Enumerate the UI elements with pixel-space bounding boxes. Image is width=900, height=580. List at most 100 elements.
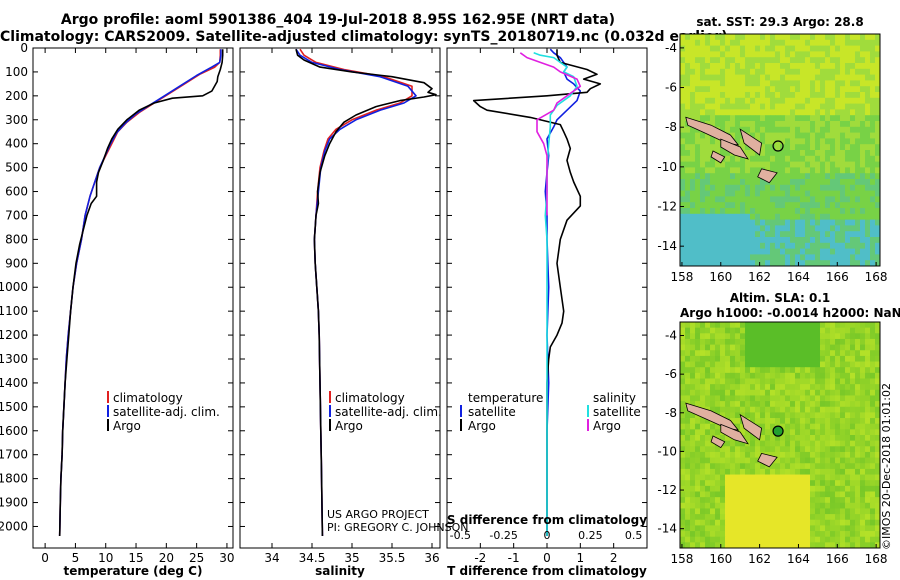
- map-cell: [795, 474, 801, 481]
- map-cell: [700, 542, 706, 549]
- map-cell: [775, 389, 781, 396]
- map-cell: [755, 132, 761, 139]
- map-cell: [800, 45, 806, 52]
- map-cell: [835, 115, 841, 122]
- map-cell: [680, 389, 686, 396]
- map-cell: [875, 254, 881, 261]
- map-cell: [690, 219, 696, 226]
- map-cell: [845, 202, 851, 209]
- map-cell: [805, 372, 811, 379]
- map-cell: [755, 86, 761, 93]
- map-cell: [750, 219, 756, 226]
- map-cell: [780, 418, 786, 425]
- map-cell: [720, 45, 726, 52]
- map-cell: [700, 350, 706, 357]
- map-cell: [840, 115, 846, 122]
- map-cell: [690, 68, 696, 75]
- map-cell: [715, 196, 721, 203]
- map-cell: [770, 389, 776, 396]
- map-cell: [815, 355, 821, 362]
- map-cell: [795, 115, 801, 122]
- map-cell: [790, 155, 796, 162]
- map-cell: [805, 446, 811, 453]
- map-cell: [735, 161, 741, 168]
- map-cell: [735, 103, 741, 110]
- map-cell: [840, 418, 846, 425]
- map-cell: [755, 190, 761, 197]
- map-cell: [840, 355, 846, 362]
- map-cell: [680, 92, 686, 99]
- map-cell: [725, 463, 731, 470]
- map-cell: [870, 109, 876, 116]
- map-cell: [855, 63, 861, 70]
- map-cell: [790, 355, 796, 362]
- map-cell: [810, 92, 816, 99]
- map-cell: [845, 144, 851, 151]
- map-cell: [785, 219, 791, 226]
- map-cell: [830, 480, 836, 487]
- map-cell: [840, 361, 846, 368]
- map-cell: [730, 418, 736, 425]
- map-cell: [820, 132, 826, 139]
- map-cell: [705, 57, 711, 64]
- map-cell: [725, 219, 731, 226]
- map-cell: [780, 155, 786, 162]
- map-cell: [760, 225, 766, 232]
- map-cell: [715, 213, 721, 220]
- map-cell: [875, 213, 881, 220]
- map-cell: [800, 161, 806, 168]
- depth-tick-label: 1200: [0, 328, 28, 342]
- map-cell: [860, 248, 866, 255]
- map-cell: [765, 491, 771, 498]
- map-cell: [695, 254, 701, 261]
- map-cell: [825, 338, 831, 345]
- map-cell: [765, 97, 771, 104]
- map-cell: [750, 242, 756, 249]
- map-cell: [735, 39, 741, 46]
- map-cell: [755, 361, 761, 368]
- map-cell: [770, 378, 776, 385]
- depth-tick-label: 800: [5, 232, 28, 246]
- map-cell: [850, 248, 856, 255]
- map-cell: [855, 350, 861, 357]
- map-cell: [775, 144, 781, 151]
- map-cell: [755, 126, 761, 133]
- map-cell: [850, 237, 856, 244]
- map-cell: [745, 92, 751, 99]
- map-cell: [695, 384, 701, 391]
- map-cell: [785, 45, 791, 52]
- map-cell: [845, 242, 851, 249]
- map-cell: [815, 179, 821, 186]
- map-cell: [865, 190, 871, 197]
- map-cell: [790, 384, 796, 391]
- map-cell: [845, 213, 851, 220]
- map-cell: [850, 401, 856, 408]
- map-cell: [780, 68, 786, 75]
- map-cell: [850, 202, 856, 209]
- map-cell: [685, 138, 691, 145]
- map-cell: [810, 132, 816, 139]
- map-cell: [685, 184, 691, 191]
- map-cell: [840, 150, 846, 157]
- map-cell: [685, 463, 691, 470]
- map-cell: [775, 97, 781, 104]
- map-cell: [725, 406, 731, 413]
- map-cell: [750, 248, 756, 255]
- map-cell: [680, 350, 686, 357]
- series-line-argo: [295, 48, 437, 537]
- map-cell: [735, 531, 741, 538]
- map-cell: [850, 173, 856, 180]
- map-cell: [680, 126, 686, 133]
- map-cell: [775, 126, 781, 133]
- map-cell: [765, 86, 771, 93]
- map-cell: [750, 86, 756, 93]
- map-cell: [790, 242, 796, 249]
- map-cell: [815, 103, 821, 110]
- map-cell: [820, 406, 826, 413]
- map-cell: [855, 138, 861, 145]
- map-cell: [740, 333, 746, 340]
- map-cell: [690, 225, 696, 232]
- map-cell: [780, 74, 786, 81]
- map-cell: [750, 167, 756, 174]
- map-cell: [765, 389, 771, 396]
